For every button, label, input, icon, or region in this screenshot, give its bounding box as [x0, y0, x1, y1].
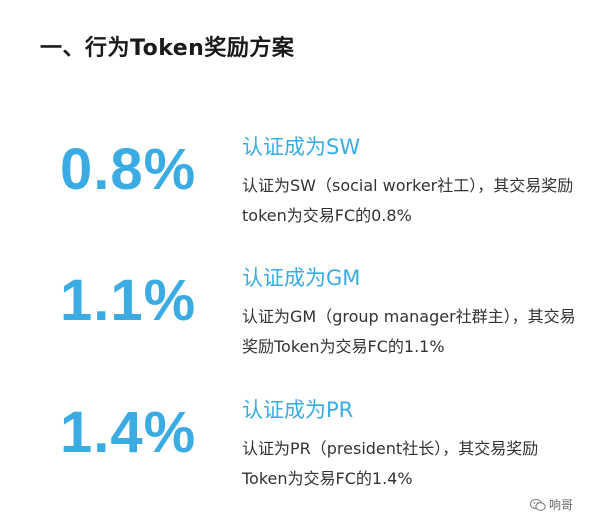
wechat-icon: [530, 498, 546, 512]
tier-gm: 1.1% 认证成为GM 认证为GM（group manager社群主），其交易奖…: [0, 266, 596, 376]
tier-heading: 认证成为SW: [242, 135, 361, 159]
tier-pr: 1.4% 认证成为PR 认证为PR（president社长），其交易奖励Toke…: [0, 398, 596, 508]
page-title: 一、行为Token奖励方案: [40, 36, 295, 61]
tier-heading: 认证成为PR: [242, 398, 354, 422]
tier-description: 认证为GM（group manager社群主），其交易奖励Token为交易FC的…: [242, 307, 576, 356]
tier-percent: 1.1%: [60, 268, 197, 333]
tier-description: 认证为PR（president社长），其交易奖励Token为交易FC的1.4%: [242, 439, 539, 488]
watermark: 响哥: [530, 496, 573, 513]
tier-sw: 0.8% 认证成为SW 认证为SW（social worker社工），其交易奖励…: [0, 135, 596, 245]
tier-percent: 1.4%: [60, 400, 197, 465]
tier-heading: 认证成为GM: [242, 266, 361, 290]
watermark-text: 响哥: [549, 498, 574, 512]
tier-description: 认证为SW（social worker社工），其交易奖励token为交易FC的0…: [242, 176, 574, 225]
tier-percent: 0.8%: [60, 137, 197, 202]
